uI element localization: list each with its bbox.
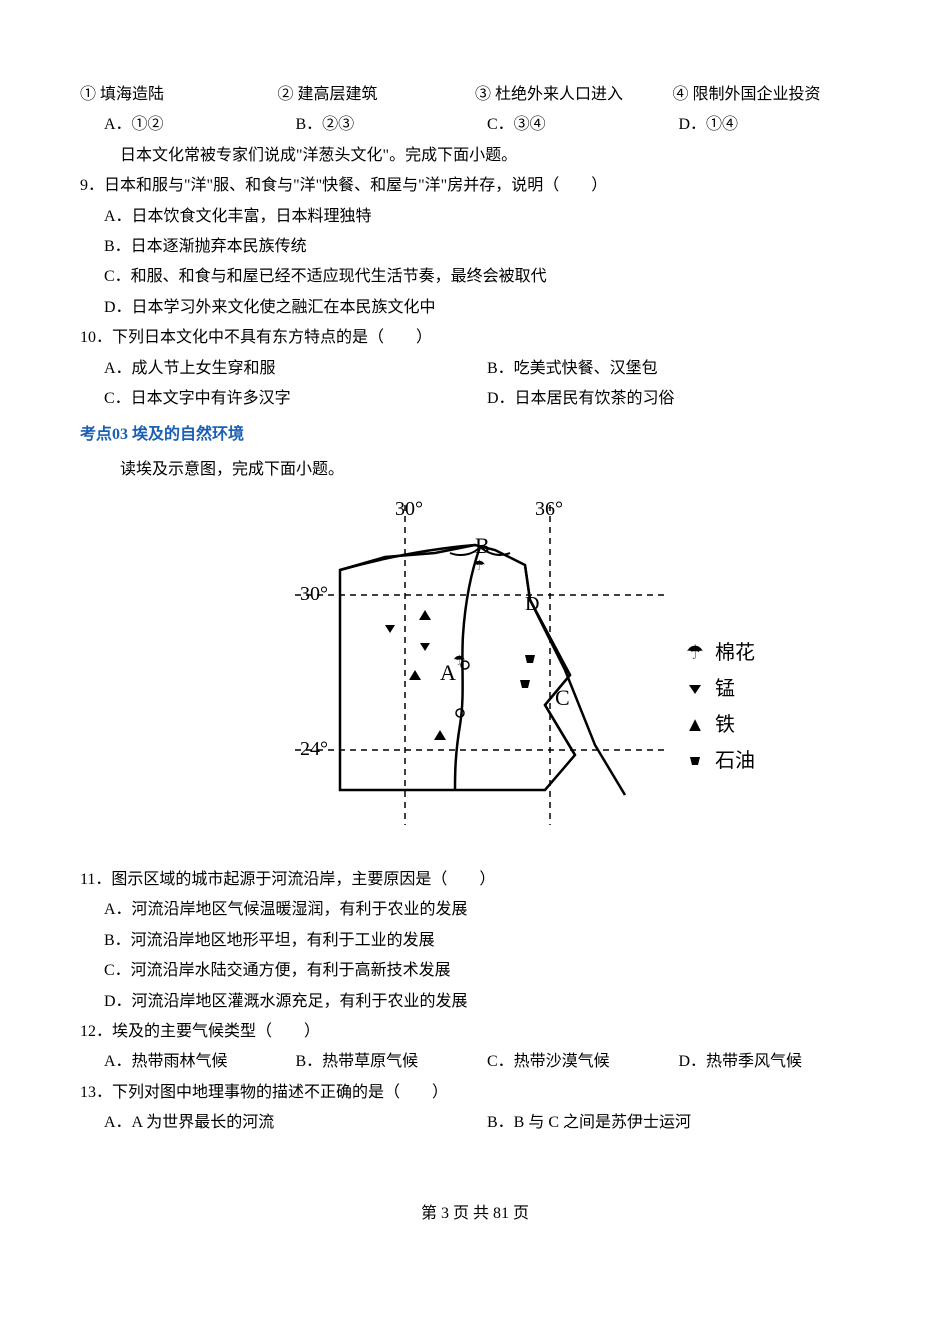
- q10-row1: A．成人节上女生穿和服 B．吃美式快餐、汉堡包: [104, 354, 870, 384]
- legend-fe-label: 铁: [715, 707, 735, 743]
- q9-c: C．和服、和食与和屋已经不适应现代生活节奏，最终会被取代: [104, 262, 870, 292]
- q10-stem: 10．下列日本文化中不具有东方特点的是（ ）: [80, 323, 870, 353]
- q12-b: B．热带草原气候: [296, 1047, 488, 1077]
- q9-a: A．日本饮食文化丰富，日本料理独特: [104, 202, 870, 232]
- cotton-icon: ☂: [681, 635, 709, 671]
- q8-abcd: A．①② B．②③ C．③④ D．①④: [104, 110, 870, 140]
- legend-oil: 石油: [681, 743, 755, 779]
- q13-b: B．B 与 C 之间是苏伊士运河: [487, 1108, 870, 1138]
- q9-d: D．日本学习外来文化使之融汇在本民族文化中: [104, 293, 870, 323]
- q10-b: B．吃美式快餐、汉堡包: [487, 354, 870, 384]
- q10-d: D．日本居民有饮茶的习俗: [487, 384, 870, 414]
- q13-row1: A．A 为世界最长的河流 B．B 与 C 之间是苏伊士运河: [104, 1108, 870, 1138]
- oil-icon: [681, 743, 709, 779]
- q8-b: B．②③: [296, 110, 488, 140]
- q13-stem: 13．下列对图中地理事物的描述不正确的是（ ）: [80, 1078, 870, 1108]
- egypt-map: 30° 36° 30° 24° ☂ ☂: [265, 495, 685, 835]
- q8-c: C．③④: [487, 110, 679, 140]
- q12-stem: 12．埃及的主要气候类型（ ）: [80, 1017, 870, 1047]
- context-japan-culture: 日本文化常被专家们说成"洋葱头文化"。完成下面小题。: [120, 141, 870, 171]
- q8-roman-options: ① 填海造陆 ② 建高层建筑 ③ 杜绝外来人口进入 ④ 限制外国企业投资: [80, 80, 870, 110]
- map-legend: ☂ 棉花 锰 ▲ 铁 石油: [681, 635, 755, 779]
- q11-a: A．河流沿岸地区气候温暖湿润，有利于农业的发展: [104, 895, 870, 925]
- lat2-label: 24°: [300, 738, 328, 760]
- legend-mn: 锰: [681, 671, 755, 707]
- section-header: 考点03 埃及的自然环境: [80, 420, 870, 450]
- q13-a: A．A 为世界最长的河流: [104, 1108, 487, 1138]
- q8-d: D．①④: [679, 110, 871, 140]
- label-a: A: [440, 660, 456, 685]
- legend-cotton-label: 棉花: [715, 635, 755, 671]
- q8-opt2: ② 建高层建筑: [278, 80, 476, 110]
- q10-a: A．成人节上女生穿和服: [104, 354, 487, 384]
- q8-a: A．①②: [104, 110, 296, 140]
- label-b: B: [475, 533, 490, 558]
- q12-abcd: A．热带雨林气候 B．热带草原气候 C．热带沙漠气候 D．热带季风气候: [104, 1047, 870, 1077]
- mn-icon: [681, 671, 709, 707]
- lon2-label: 36°: [535, 498, 563, 520]
- q11-b: B．河流沿岸地区地形平坦，有利于工业的发展: [104, 926, 870, 956]
- q11-d: D．河流沿岸地区灌溉水源充足，有利于农业的发展: [104, 987, 870, 1017]
- context-egypt: 读埃及示意图，完成下面小题。: [120, 455, 870, 485]
- q8-opt4: ④ 限制外国企业投资: [673, 80, 871, 110]
- q12-d: D．热带季风气候: [679, 1047, 871, 1077]
- legend-cotton: ☂ 棉花: [681, 635, 755, 671]
- q10-c: C．日本文字中有许多汉字: [104, 384, 487, 414]
- egypt-map-svg: 30° 36° 30° 24° ☂ ☂: [265, 495, 685, 835]
- q11-c: C．河流沿岸水陆交通方便，有利于高新技术发展: [104, 956, 870, 986]
- legend-oil-label: 石油: [715, 743, 755, 779]
- lat1-label: 30°: [300, 583, 328, 605]
- legend-mn-label: 锰: [715, 671, 735, 707]
- q11-stem: 11．图示区域的城市起源于河流沿岸，主要原因是（ ）: [80, 865, 870, 895]
- lon1-label: 30°: [395, 498, 423, 520]
- q8-opt3: ③ 杜绝外来人口进入: [475, 80, 673, 110]
- svg-text:☂: ☂: [473, 559, 486, 574]
- egypt-map-wrap: 30° 36° 30° 24° ☂ ☂: [80, 495, 870, 835]
- fe-icon: ▲: [681, 707, 709, 743]
- q9-b: B．日本逐渐抛弃本民族传统: [104, 232, 870, 262]
- q10-row2: C．日本文字中有许多汉字 D．日本居民有饮茶的习俗: [104, 384, 870, 414]
- label-d: D: [525, 593, 539, 615]
- q9-stem: 9．日本和服与"洋"服、和食与"洋"快餐、和屋与"洋"房并存，说明（ ）: [80, 171, 870, 201]
- q12-a: A．热带雨林气候: [104, 1047, 296, 1077]
- legend-fe: ▲ 铁: [681, 707, 755, 743]
- page-footer: 第 3 页 共 81 页: [80, 1199, 870, 1229]
- q12-c: C．热带沙漠气候: [487, 1047, 679, 1077]
- label-c: C: [555, 685, 570, 710]
- q8-opt1: ① 填海造陆: [80, 80, 278, 110]
